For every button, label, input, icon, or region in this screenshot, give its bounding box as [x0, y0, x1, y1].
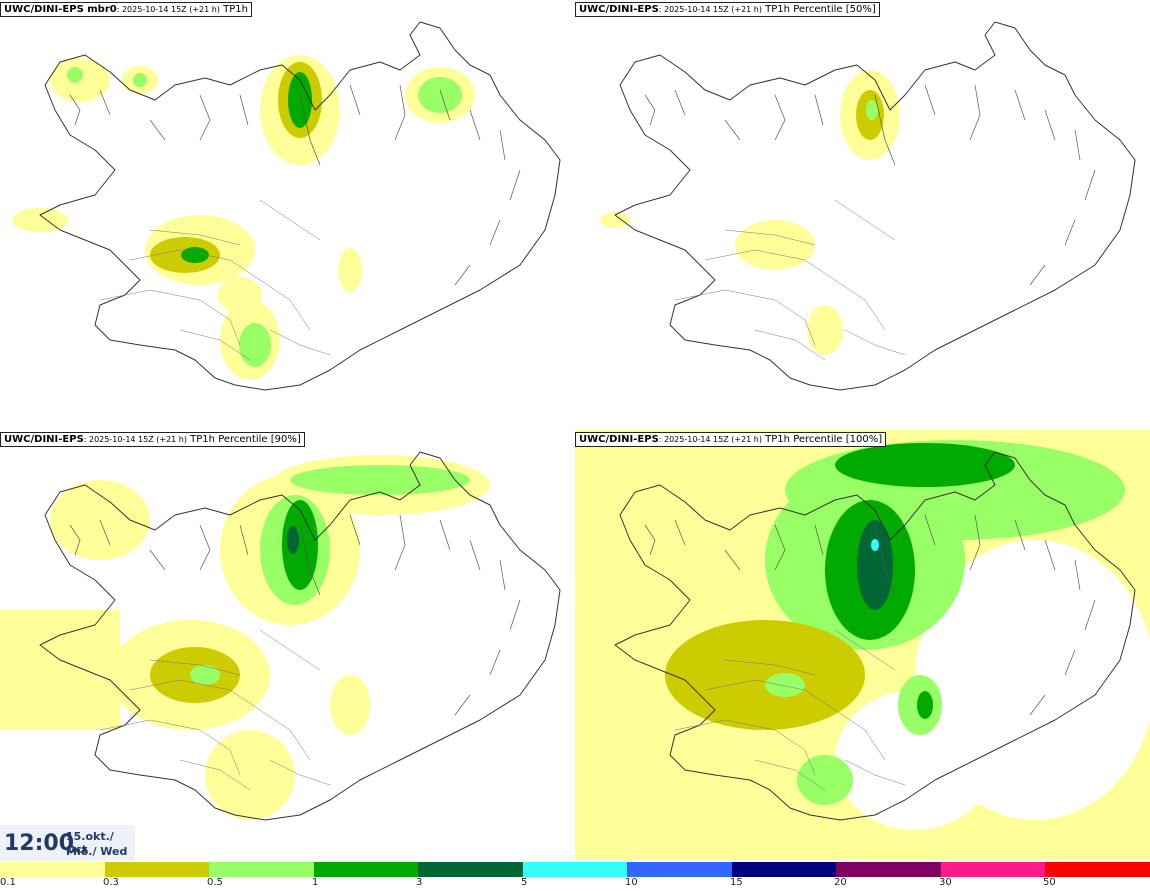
panel-title: UWC/DINI-EPS: 2025-10-14 15Z (+21 h) TP1…	[575, 432, 887, 447]
legend-tick-label: 10	[625, 877, 638, 888]
legend-tick-label: 0.5	[207, 877, 223, 888]
panel-title: UWC/DINI-EPS: 2025-10-14 15Z (+21 h) TP1…	[575, 2, 880, 17]
legend-tick-label: 5	[521, 877, 528, 888]
legend-swatch	[731, 862, 837, 877]
legend-swatch	[1045, 862, 1150, 877]
legend-swatch	[627, 862, 732, 877]
map-panel-mbr0: UWC/DINI-EPS mbr0: 2025-10-14 15Z (+21 h…	[0, 0, 575, 430]
legend-tick-label: 0.3	[103, 877, 119, 888]
legend-tick-label: 20	[834, 877, 847, 888]
legend-swatch	[313, 862, 419, 877]
legend-swatch	[104, 862, 210, 877]
legend-tick-label: 50	[1043, 877, 1056, 888]
valid-time: 12:00	[4, 831, 75, 856]
legend-tick-label: 30	[939, 877, 952, 888]
legend-swatch	[522, 862, 628, 877]
valid-day: Mið./ Wed	[66, 845, 128, 858]
panel-title: UWC/DINI-EPS mbr0: 2025-10-14 15Z (+21 h…	[0, 2, 252, 17]
map-panel-p50: UWC/DINI-EPS: 2025-10-14 15Z (+21 h) TP1…	[575, 0, 1150, 430]
precip-map	[600, 21, 1136, 391]
precip-map	[575, 430, 1150, 860]
precip-map	[0, 451, 561, 821]
precip-map	[12, 21, 561, 391]
legend-swatch	[418, 862, 523, 877]
legend-tick-label: 15	[730, 877, 743, 888]
valid-date: 15.okt./ Oct	[66, 830, 114, 856]
legend-ticks: 0.1 0.3 0.5 1 3 5 10 15 20 30 50	[0, 877, 1150, 891]
legend-tick-label: 3	[416, 877, 423, 888]
panel-title: UWC/DINI-EPS: 2025-10-14 15Z (+21 h) TP1…	[0, 432, 305, 447]
map-panel-p100: UWC/DINI-EPS: 2025-10-14 15Z (+21 h) TP1…	[575, 430, 1150, 860]
legend-tick-label: 1	[312, 877, 319, 888]
map-panel-p90: UWC/DINI-EPS: 2025-10-14 15Z (+21 h) TP1…	[0, 430, 575, 860]
legend-colorbar	[0, 862, 1150, 877]
valid-time-box: 12:00 15.okt./ Oct Mið./ Wed	[0, 825, 135, 861]
legend-swatch	[209, 862, 314, 877]
legend-tick-label: 0.1	[0, 877, 16, 888]
legend-swatch	[0, 862, 105, 877]
legend-swatch	[940, 862, 1046, 877]
legend-swatch	[836, 862, 941, 877]
